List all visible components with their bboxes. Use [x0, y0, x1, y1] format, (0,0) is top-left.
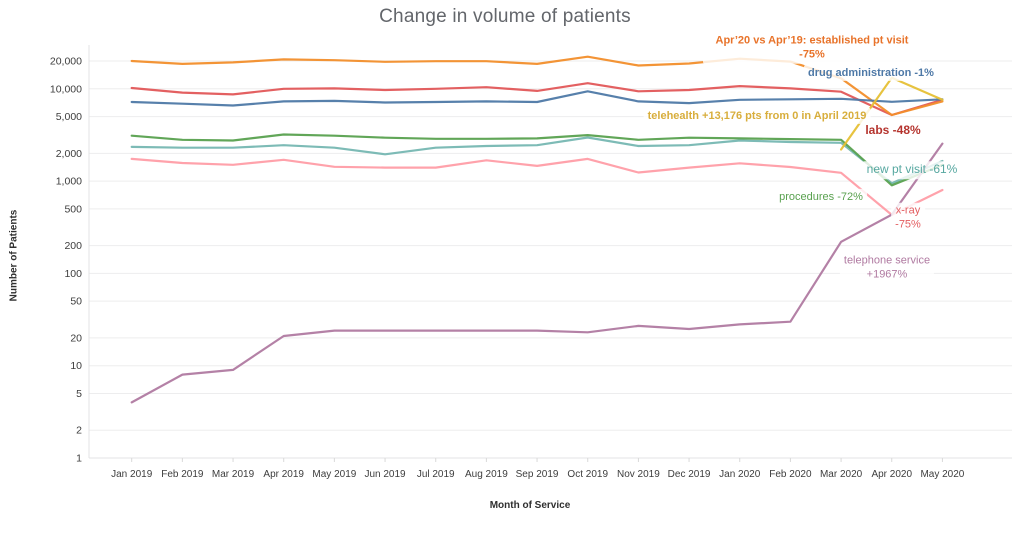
y-tick-label-10: 10 [70, 360, 82, 372]
x-tick-label-Aug-2019: Aug 2019 [465, 469, 508, 480]
series-line-new-pt-visit[interactable] [130, 136, 944, 185]
x-tick-label-Jun-2019: Jun 2019 [364, 469, 406, 480]
x-tick-label-Apr-2019: Apr 2019 [263, 469, 304, 480]
x-tick-label-Feb-2019: Feb 2019 [161, 469, 204, 480]
series-line-x-ray[interactable] [130, 157, 944, 216]
y-tick-label-1: 1 [76, 453, 82, 465]
y-tick-label-20,000: 20,000 [50, 56, 82, 68]
x-axis-title: Month of Service [489, 500, 571, 511]
x-tick-label-Oct-2019: Oct 2019 [567, 469, 608, 480]
x-tick-label-Nov-2019: Nov 2019 [617, 469, 660, 480]
x-tick-label-Apr-2020: Apr 2020 [871, 469, 912, 480]
y-tick-label-100: 100 [64, 268, 82, 280]
x-tick-label-Jul-2019: Jul 2019 [417, 469, 455, 480]
x-tick-label-May-2019: May 2019 [312, 469, 356, 480]
x-tick-label-Mar-2020: Mar 2020 [820, 469, 863, 480]
x-tick-label-Jan-2020: Jan 2020 [719, 469, 761, 480]
y-tick-label-20: 20 [70, 332, 82, 344]
y-tick-label-1,000: 1,000 [56, 176, 82, 188]
series-line-procedures[interactable] [130, 133, 944, 187]
y-tick-label-2: 2 [76, 425, 82, 437]
series-line-labs[interactable] [130, 82, 944, 117]
y-tick-label-5,000: 5,000 [56, 111, 82, 123]
x-tick-label-Mar-2019: Mar 2019 [212, 469, 255, 480]
series-line-established-pt-visit[interactable] [130, 55, 944, 117]
y-tick-label-500: 500 [64, 203, 82, 215]
x-tick-label-Sep-2019: Sep 2019 [516, 469, 559, 480]
x-tick-label-May-2020: May 2020 [920, 469, 964, 480]
series-line-telephone-service[interactable] [130, 142, 944, 404]
y-tick-label-2,000: 2,000 [56, 148, 82, 160]
x-tick-label-Dec-2019: Dec 2019 [668, 469, 711, 480]
y-tick-label-50: 50 [70, 296, 82, 308]
y-tick-label-10,000: 10,000 [50, 83, 82, 95]
y-tick-label-5: 5 [76, 388, 82, 400]
y-tick-label-200: 200 [64, 240, 82, 252]
series-line-drug-administration[interactable] [130, 90, 944, 107]
x-tick-label-Feb-2020: Feb 2020 [769, 469, 812, 480]
chart-title: Change in volume of patients [379, 6, 631, 27]
x-tick-label-Jan-2019: Jan 2019 [111, 469, 153, 480]
